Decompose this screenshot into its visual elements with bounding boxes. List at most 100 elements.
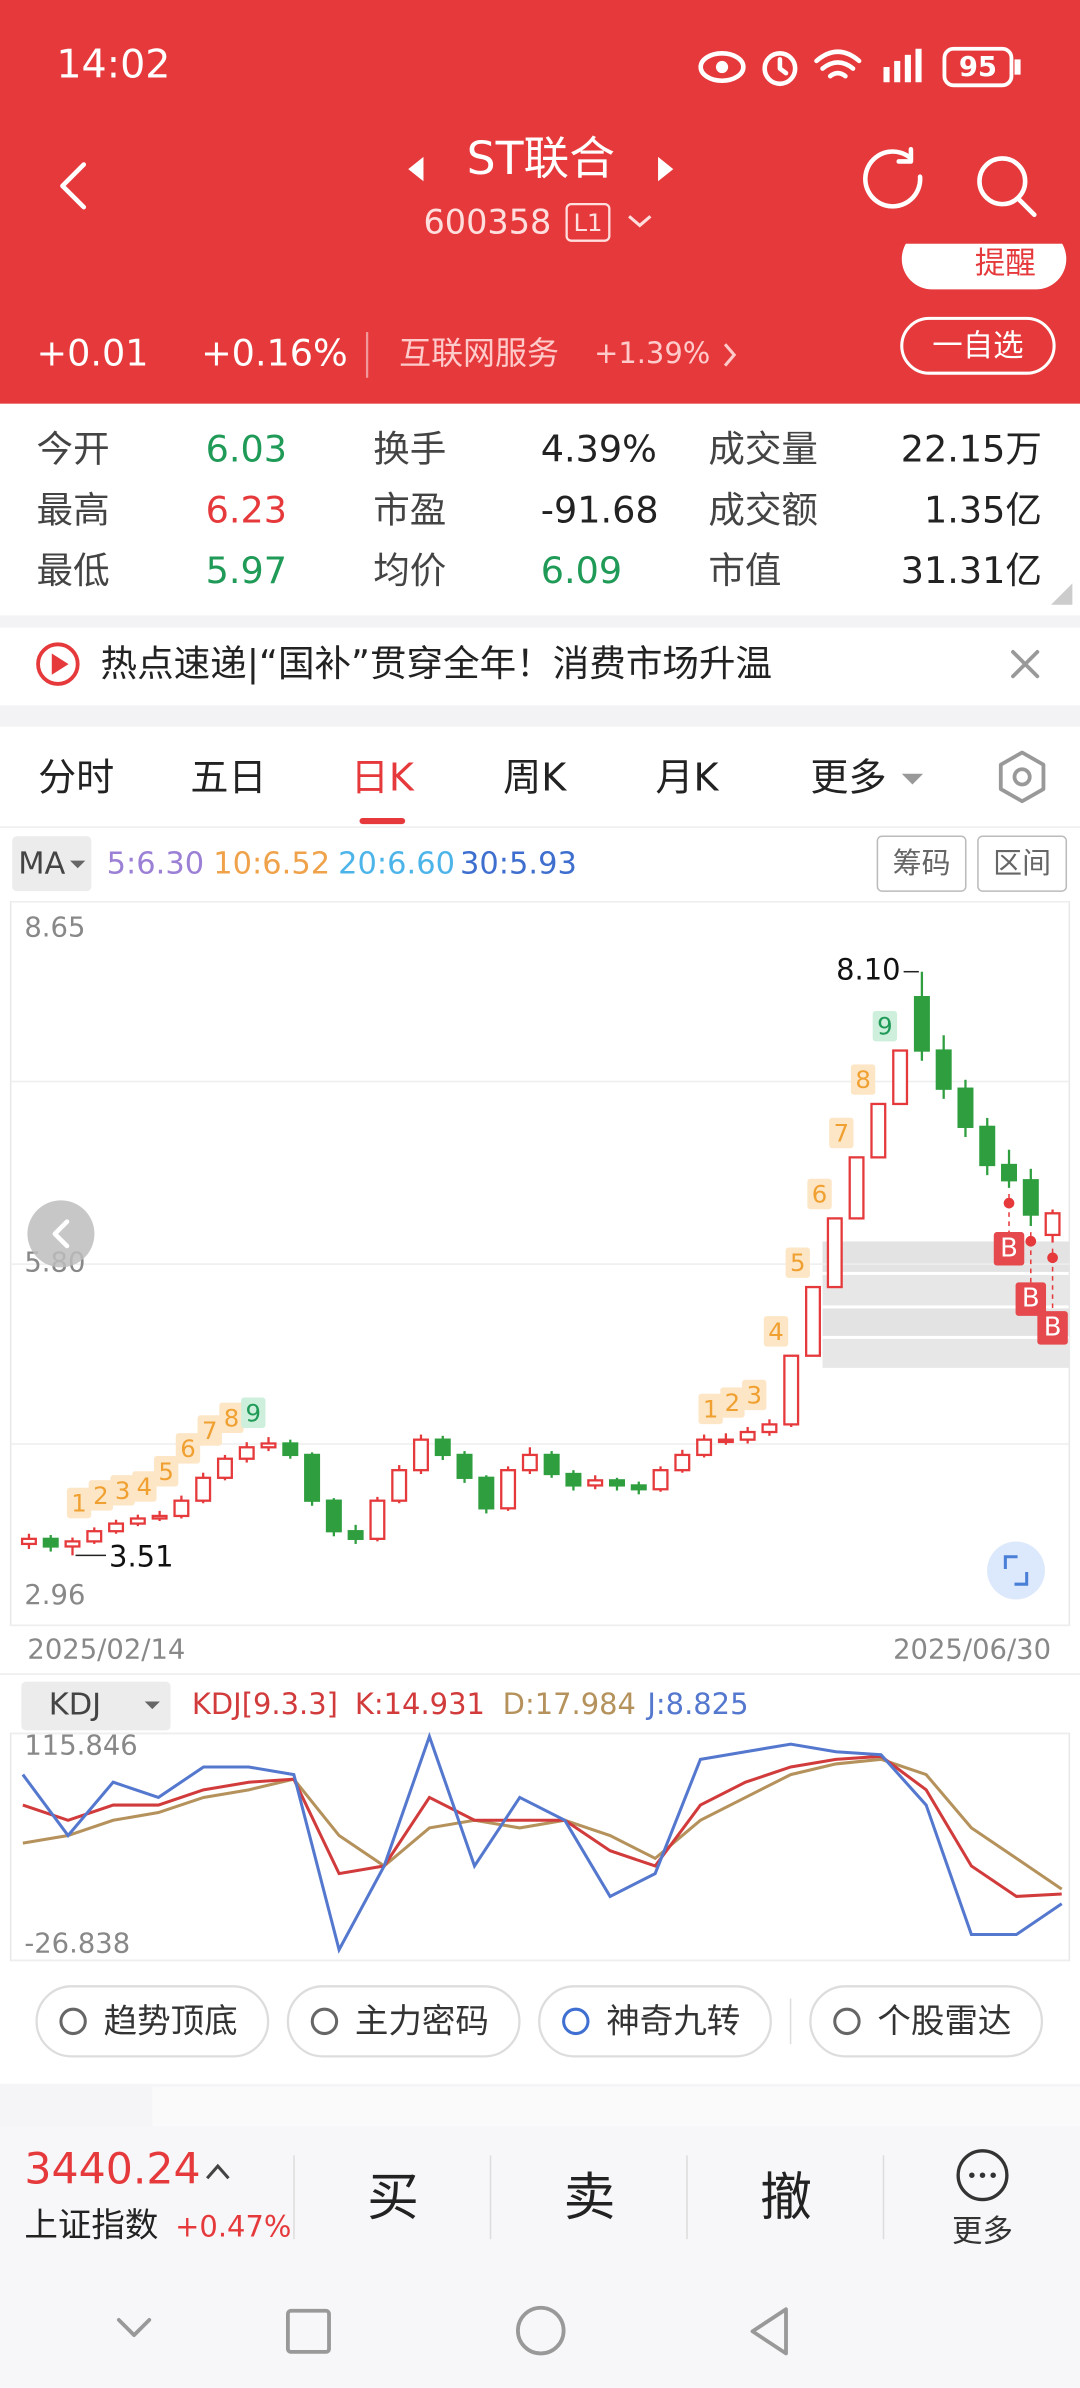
tool-button[interactable] (538, 1985, 772, 2058)
news-icon-play (51, 653, 69, 675)
back-button[interactable] (60, 162, 87, 210)
nine-turn-label: 7 (834, 1119, 850, 1148)
nine-turn-label: 9 (246, 1398, 262, 1427)
tool-button[interactable] (809, 1985, 1044, 2058)
period-tab[interactable]: 日K (351, 755, 415, 799)
signal-label: B (1044, 1312, 1062, 1342)
refresh-button[interactable] (863, 146, 923, 209)
sector-arrow (723, 343, 737, 367)
next-stock[interactable] (658, 156, 674, 182)
candle-body (478, 1476, 495, 1510)
candle-body (979, 1125, 996, 1167)
sector-name[interactable]: 互联网服务 (399, 334, 559, 372)
news-icon (36, 642, 80, 686)
index-expand[interactable] (206, 2163, 230, 2180)
nav-hide[interactable] (116, 2318, 152, 2338)
candle-body (913, 995, 930, 1052)
tool-text: 个股雷达 (877, 2001, 1011, 2040)
candle-body (870, 1102, 887, 1159)
trade-button[interactable]: 卖 (564, 2168, 616, 2228)
nav-bg (0, 0, 1080, 244)
stat-label: 市盈 (373, 488, 446, 531)
battery-level: 95 (959, 52, 997, 83)
nine-turn-badge (241, 1397, 266, 1428)
period-tab[interactable]: 分时 (38, 755, 114, 799)
candle-body (64, 1540, 81, 1548)
nine-turn-label: 1 (71, 1489, 87, 1518)
candle-body (260, 1442, 277, 1449)
candle-body (674, 1453, 691, 1472)
nav-recent[interactable] (285, 2308, 331, 2354)
stat-label: 市值 (708, 549, 781, 592)
period-tab[interactable]: 月K (655, 755, 719, 799)
fullscreen-button[interactable] (987, 1541, 1045, 1600)
scroll-left[interactable] (27, 1200, 95, 1268)
kdj-selector[interactable] (21, 1681, 171, 1731)
level-text: L1 (573, 208, 602, 237)
tool-text: 神奇九转 (606, 2001, 740, 2040)
nine-turn-badge (763, 1316, 789, 1347)
search-button[interactable] (977, 156, 1037, 218)
stat-value: 6.23 (206, 488, 287, 531)
candle-body (608, 1479, 625, 1487)
chart-button[interactable] (977, 835, 1068, 892)
tool-text: 主力密码 (355, 2001, 489, 2040)
chart-button[interactable] (876, 835, 967, 892)
candle-body (739, 1430, 756, 1441)
signal-label: B (1000, 1233, 1018, 1263)
stock-code: 600358 (424, 202, 552, 241)
candle-body (20, 1537, 37, 1546)
stat-label: 成交额 (708, 488, 818, 531)
tool-button[interactable] (286, 1985, 521, 2058)
status-icons (698, 46, 1021, 88)
period-tab[interactable]: 五日 (190, 755, 266, 799)
nav-back[interactable] (750, 2307, 788, 2356)
tool-button[interactable] (35, 1985, 270, 2058)
ma-legend: 5:6.30 10:6.52 20:6.60 30:5.93 筹码 区间 (107, 835, 1068, 892)
expand-corner[interactable] (1051, 583, 1073, 605)
candle-body (565, 1472, 582, 1487)
candle-body (826, 1217, 843, 1289)
price-change: +0.01 (37, 331, 149, 374)
trade-button[interactable]: 撤 (760, 2168, 812, 2228)
candle-body (630, 1484, 647, 1491)
scroll-left-icon (52, 1219, 70, 1249)
more-icon[interactable] (956, 2149, 1009, 2202)
candle-body (347, 1530, 364, 1540)
kdj-dropdown (144, 1701, 160, 1710)
nine-turn-label: 2 (725, 1388, 741, 1417)
nav-home[interactable] (516, 2305, 566, 2356)
period-tab[interactable]: 更多 (810, 755, 886, 799)
tool-bar: 趋势顶底 主力密码 神奇九转 个股雷达 (35, 1985, 1044, 2058)
news-text[interactable]: 热点速递|“国补”贯穿全年！消费市场升温 (101, 642, 772, 686)
y-tick-label: 2.96 (24, 1580, 85, 1611)
nine-turn-badge (807, 1178, 832, 1210)
candle-body (304, 1453, 321, 1502)
candle-body (717, 1438, 734, 1444)
more-dropdown (901, 773, 924, 785)
separator (0, 705, 1080, 727)
sector-pct: +1.39% (594, 336, 710, 370)
nine-turn-label: 3 (115, 1476, 131, 1505)
period-tab[interactable]: 周K (503, 755, 567, 799)
signal-badge (1037, 1311, 1068, 1345)
candle-body (805, 1285, 822, 1357)
nine-turn-badge (720, 1387, 745, 1418)
trade-button[interactable]: 买 (367, 2168, 419, 2228)
chart-button-text: 区间 (993, 846, 1051, 880)
index-value[interactable]: 3440.24 (24, 2145, 200, 2195)
nine-turn-badge (153, 1456, 179, 1487)
watch-button[interactable] (900, 316, 1056, 375)
code-dropdown[interactable] (628, 215, 652, 228)
candle-body (761, 1423, 778, 1434)
stat-label: 最高 (37, 488, 110, 531)
stat-label: 均价 (373, 549, 446, 592)
prev-stock[interactable] (408, 156, 424, 182)
candle-body (935, 1049, 952, 1090)
nine-turn-label: 4 (137, 1472, 153, 1501)
settings-button[interactable] (998, 750, 1046, 804)
chart-button-text: 筹码 (893, 846, 951, 880)
news-close[interactable] (1011, 650, 1040, 679)
ma-selector[interactable] (12, 836, 92, 892)
nine-turn-badge (785, 1247, 810, 1278)
